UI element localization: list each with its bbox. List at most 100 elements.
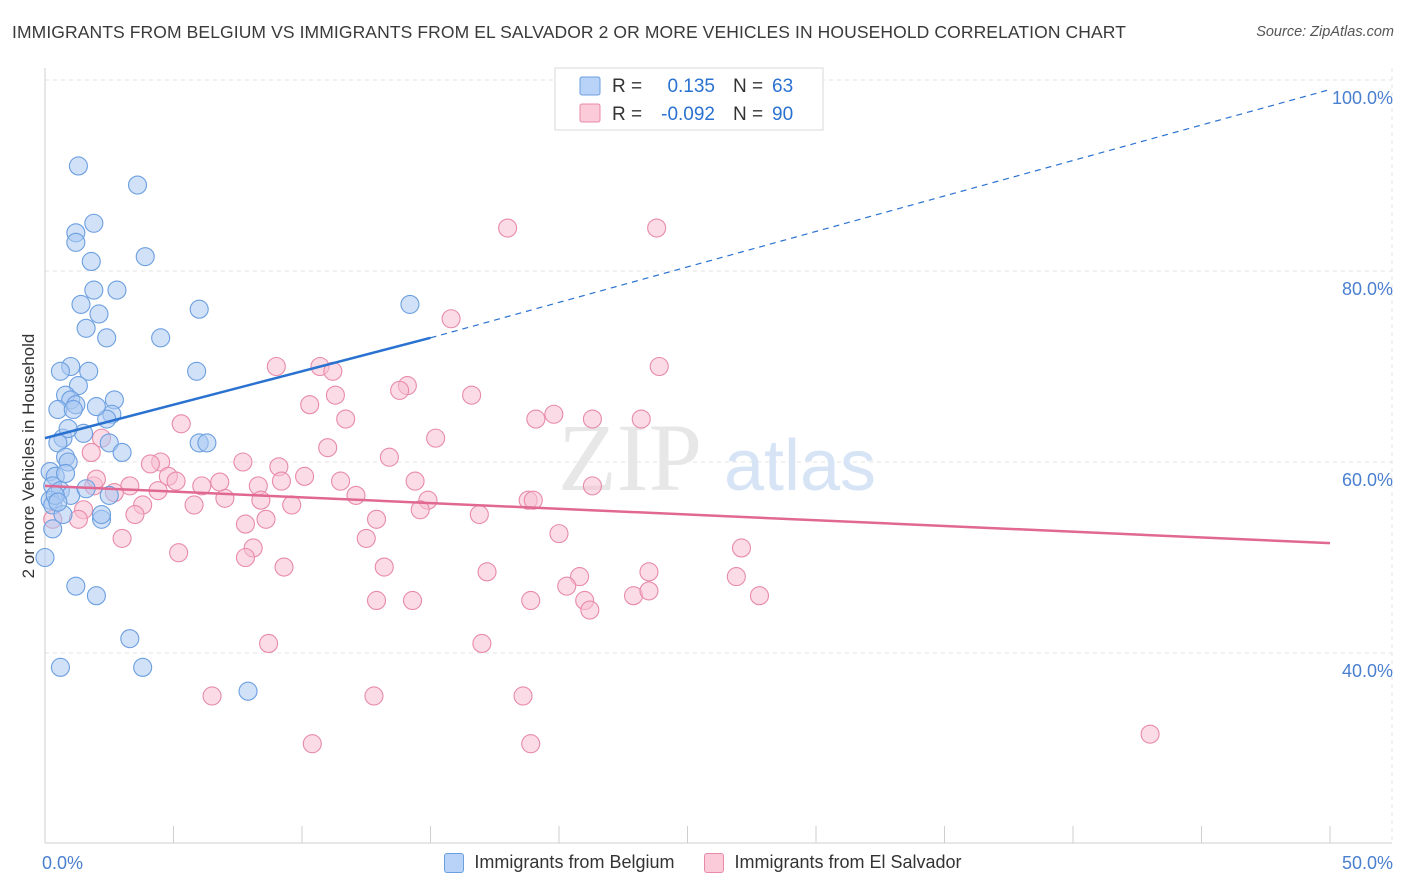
belgium-point xyxy=(43,519,63,539)
salvador-point xyxy=(140,454,160,474)
salvador-point xyxy=(462,385,482,405)
salvador-point xyxy=(726,567,746,587)
salvador-point xyxy=(256,509,276,529)
stats-swatch-belgium xyxy=(579,76,601,96)
legend-label-belgium: Immigrants from Belgium xyxy=(474,852,675,872)
salvador-point xyxy=(171,414,191,434)
salvador-point xyxy=(295,466,315,486)
belgium-point xyxy=(197,433,217,453)
belgium-point xyxy=(238,681,258,701)
belgium-point xyxy=(112,442,132,463)
belgium-point xyxy=(127,175,148,195)
belgium-point xyxy=(84,280,104,300)
trend-lines xyxy=(44,88,1331,545)
stats-r-value-salvador: -0.092 xyxy=(661,104,715,125)
salvador-point xyxy=(215,488,235,508)
salvador-point xyxy=(274,557,294,577)
belgium-point xyxy=(189,299,209,319)
salvador-point xyxy=(549,524,569,544)
salvador-point xyxy=(302,734,322,754)
salvador-point xyxy=(402,590,423,611)
salvador-point xyxy=(259,633,279,654)
salvador-point xyxy=(631,409,651,429)
salvador-point xyxy=(184,495,204,515)
salvador-point xyxy=(235,514,256,534)
salvador-point xyxy=(346,485,366,505)
belgium-point xyxy=(81,251,101,272)
legend-label-salvador: Immigrants from El Salvador xyxy=(734,852,962,872)
belgium-point xyxy=(86,586,106,606)
salvador-point xyxy=(410,500,430,520)
belgium-trend-extension xyxy=(430,88,1331,339)
legend-item-salvador: Immigrants from El Salvador xyxy=(704,852,962,873)
belgium-point xyxy=(99,433,119,453)
belgium-point xyxy=(151,328,171,348)
belgium-point xyxy=(50,657,70,677)
watermark: ZIP atlas xyxy=(558,404,876,511)
salvador-point xyxy=(498,218,518,238)
belgium-point xyxy=(56,463,76,484)
belgium-point xyxy=(48,492,68,512)
salvador-point xyxy=(366,509,387,529)
salvador-point xyxy=(582,409,602,429)
y-tick-label: 40.0% xyxy=(1342,661,1393,681)
salvador-point xyxy=(570,567,590,587)
salvador-point xyxy=(526,409,546,429)
salvador-point xyxy=(192,476,212,496)
salvador-point xyxy=(202,686,222,706)
salvador-point xyxy=(300,395,320,415)
legend-swatch-salvador xyxy=(704,852,725,873)
salvador-point xyxy=(235,547,256,568)
salvador-point xyxy=(366,590,387,611)
belgium-trend-line xyxy=(44,336,431,440)
salvador-point xyxy=(477,562,497,582)
salvador-point xyxy=(318,438,338,458)
belgium-point xyxy=(66,576,86,596)
salvador-point xyxy=(647,218,667,238)
salvador-trend-line xyxy=(44,484,1331,545)
belgium-point xyxy=(86,397,106,417)
salvador-point xyxy=(364,686,384,706)
salvador-point xyxy=(513,686,533,706)
salvador-point xyxy=(639,581,659,601)
salvador-point xyxy=(1140,724,1160,744)
salvador-point xyxy=(233,452,253,472)
axes: 100.0% 80.0% 60.0% 40.0% 0.0% 50.0% xyxy=(42,68,1393,873)
salvador-point xyxy=(325,385,345,405)
belgium-point xyxy=(76,318,96,338)
belgium-point xyxy=(120,629,140,649)
belgium-point xyxy=(66,232,86,252)
salvador-point xyxy=(731,538,752,558)
salvador-point xyxy=(441,309,461,329)
belgium-point xyxy=(35,547,55,568)
salvador-point xyxy=(271,471,291,491)
belgium-point xyxy=(99,485,119,505)
salvador-point xyxy=(649,356,669,377)
salvador-point xyxy=(336,409,356,429)
x-tick-label: 0.0% xyxy=(42,853,83,873)
salvador-point xyxy=(125,504,145,525)
watermark-zip: ZIP xyxy=(558,404,702,511)
stats-swatch-salvador xyxy=(579,103,601,123)
salvador-point xyxy=(379,447,399,467)
chart-title: IMMIGRANTS FROM BELGIUM VS IMMIGRANTS FR… xyxy=(12,22,1127,42)
salvador-point xyxy=(330,471,351,491)
salvador-point xyxy=(374,557,394,577)
x-tick-label: 50.0% xyxy=(1342,853,1393,873)
stats-r-value-belgium: 0.135 xyxy=(667,76,715,97)
salvador-point xyxy=(169,543,189,563)
salvador-point xyxy=(523,490,543,510)
salvador-point xyxy=(266,356,286,377)
belgium-point xyxy=(187,361,207,381)
salvador-point xyxy=(521,734,541,754)
salvador-point xyxy=(639,562,659,582)
salvador-point xyxy=(405,471,425,491)
stats-n-label-salvador: N = xyxy=(733,104,763,125)
y-tick-label: 100.0% xyxy=(1332,88,1393,108)
belgium-point xyxy=(50,361,70,381)
salvador-point xyxy=(112,528,132,548)
salvador-point xyxy=(356,528,376,548)
salvador-point xyxy=(749,586,770,606)
y-tick-label: 60.0% xyxy=(1342,470,1393,490)
